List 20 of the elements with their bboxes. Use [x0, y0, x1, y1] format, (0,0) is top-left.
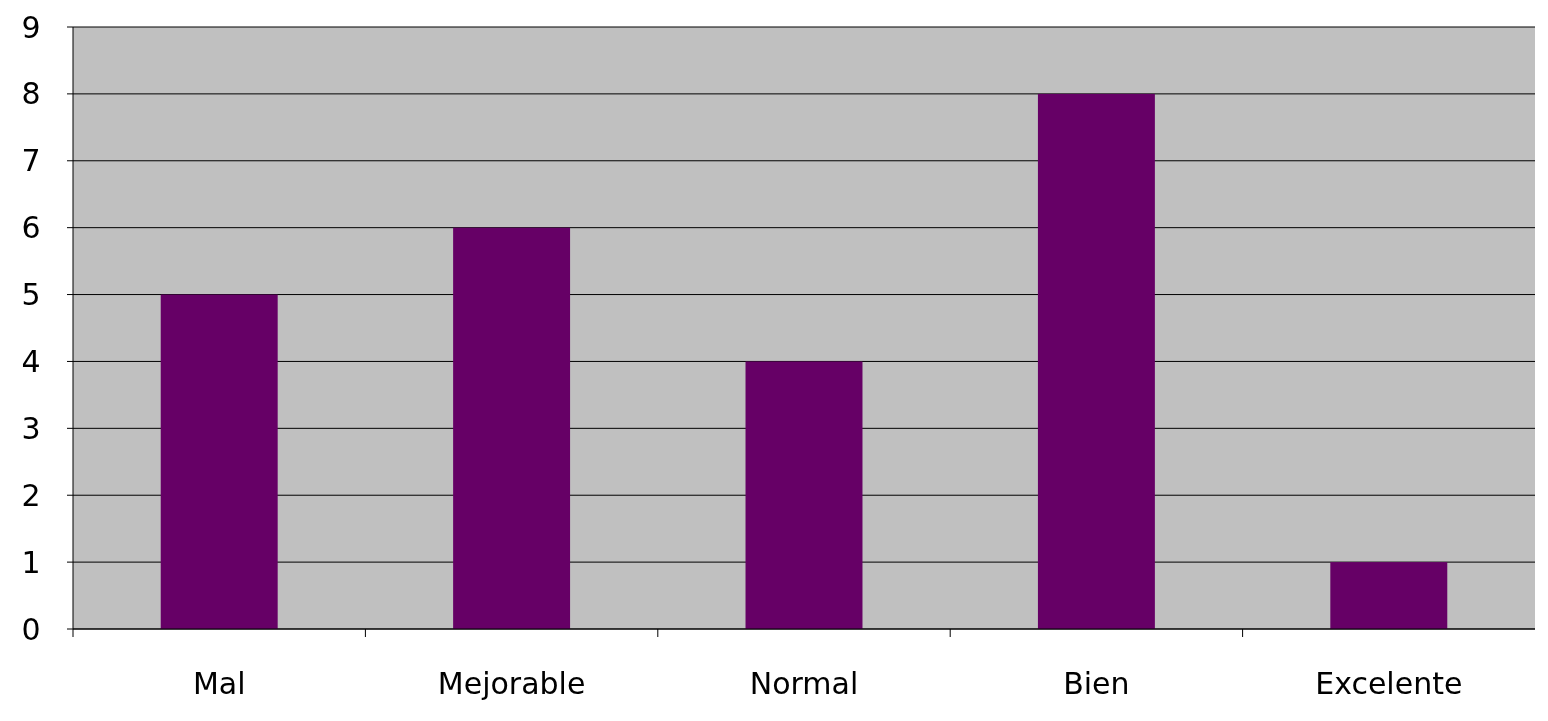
y-tick-label: 4 [21, 343, 41, 379]
y-tick-label: 7 [21, 143, 41, 179]
y-tick-label: 0 [21, 611, 41, 647]
y-tick-label: 9 [21, 9, 41, 45]
x-tick-label: Mal [192, 666, 246, 701]
y-tick-label: 1 [21, 544, 41, 580]
y-tick-label: 5 [21, 277, 41, 313]
y-tick-label: 8 [21, 76, 41, 112]
x-tick-label: Excelente [1315, 666, 1463, 701]
bar [453, 227, 571, 629]
y-tick-label: 2 [21, 477, 41, 513]
bar [1037, 93, 1155, 629]
bar [1330, 562, 1448, 629]
y-tick-label: 3 [21, 410, 41, 446]
x-tick-label: Normal [749, 666, 859, 701]
x-tick-label: Mejorable [437, 666, 586, 701]
x-tick-label: Bien [1063, 666, 1130, 701]
bar [745, 361, 863, 629]
bar [160, 294, 278, 629]
y-tick-label: 6 [21, 210, 41, 246]
